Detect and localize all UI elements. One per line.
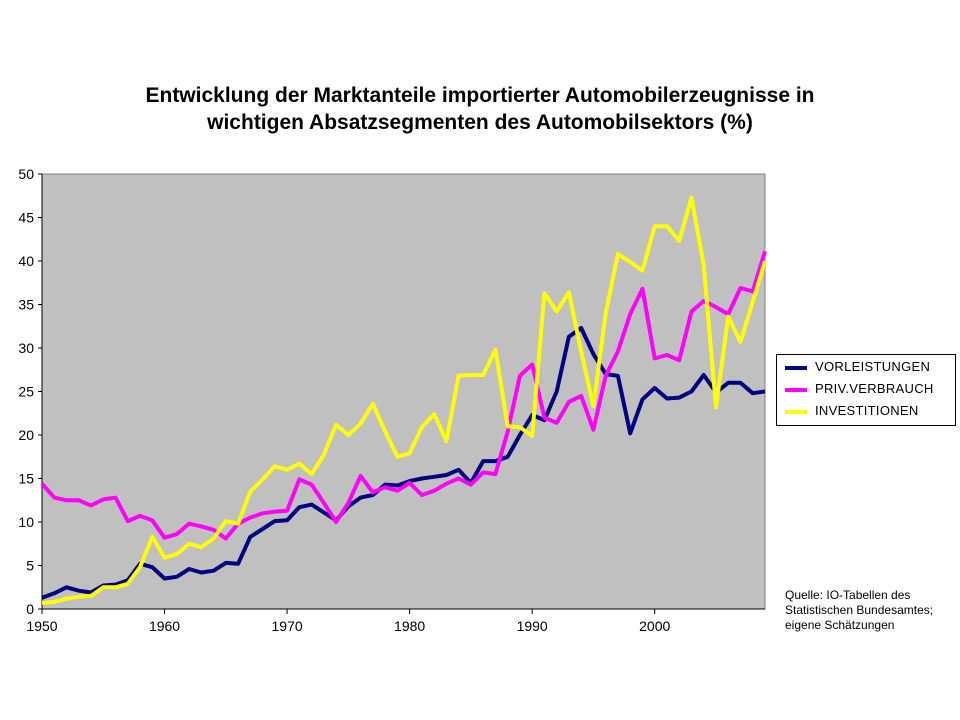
y-tick-label: 5 xyxy=(26,558,34,574)
x-tick-label: 1990 xyxy=(517,618,548,634)
y-tick-label: 20 xyxy=(18,427,34,443)
legend-swatch-priv-verbrauch xyxy=(785,388,807,392)
legend-label-priv-verbrauch: PRIV.VERBRAUCH xyxy=(815,381,934,396)
chart-title-line-1: Entwicklung der Marktanteile importierte… xyxy=(145,84,815,107)
x-tick-label: 1960 xyxy=(149,618,180,634)
y-tick-label: 45 xyxy=(18,210,34,226)
y-tick-label: 30 xyxy=(18,340,34,356)
x-tick-label: 1980 xyxy=(394,618,425,634)
legend-swatch-vorleistungen xyxy=(785,366,807,370)
y-tick-label: 0 xyxy=(26,601,34,617)
y-tick-label: 15 xyxy=(18,471,34,487)
y-tick-label: 50 xyxy=(18,166,34,182)
legend-label-vorleistungen: VORLEISTUNGEN xyxy=(815,359,931,374)
legend-swatch-investitionen xyxy=(785,410,807,414)
legend-label-investitionen: INVESTITIONEN xyxy=(815,403,919,418)
x-tick-label: 1970 xyxy=(272,618,303,634)
source-note-line-1: Quelle: IO-Tabellen des xyxy=(785,588,911,602)
chart-title: Entwicklung der Marktanteile importierte… xyxy=(60,82,900,136)
y-tick-label: 10 xyxy=(18,514,34,530)
y-tick-label: 25 xyxy=(18,384,34,400)
y-tick-label: 35 xyxy=(18,297,34,313)
series-line-priv-verbrauch xyxy=(40,250,767,541)
chart-legend: VORLEISTUNGEN PRIV.VERBRAUCH INVESTITION… xyxy=(776,354,956,426)
x-tick-label: 1950 xyxy=(26,618,57,634)
source-note-line-2: Statistischen Bundesamtes; xyxy=(785,603,934,617)
x-tick-label: 2000 xyxy=(639,618,670,634)
y-tick-label: 40 xyxy=(18,253,34,269)
source-note-line-3: eigene Schätzungen xyxy=(785,618,895,632)
series-line-vorleistungen xyxy=(41,326,766,600)
series-line-investitionen xyxy=(41,195,767,605)
source-note: Quelle: IO-Tabellen des Statistischen Bu… xyxy=(785,588,933,633)
chart-title-line-2: wichtigen Absatzsegmenten des Automobils… xyxy=(207,111,753,134)
